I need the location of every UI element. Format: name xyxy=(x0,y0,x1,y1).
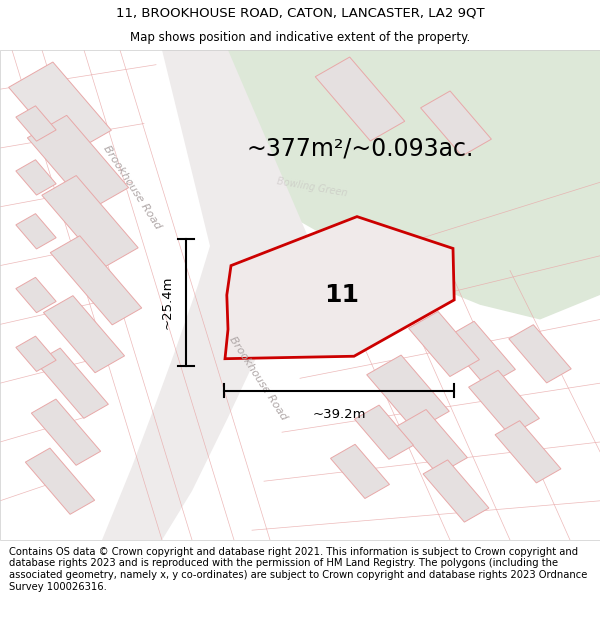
Polygon shape xyxy=(421,91,491,156)
Polygon shape xyxy=(423,460,489,522)
Polygon shape xyxy=(495,421,561,483)
Polygon shape xyxy=(16,106,56,141)
Text: ~25.4m: ~25.4m xyxy=(161,276,174,329)
Polygon shape xyxy=(509,325,571,383)
Text: 11: 11 xyxy=(325,283,359,307)
Polygon shape xyxy=(28,116,128,210)
Polygon shape xyxy=(50,236,142,325)
Polygon shape xyxy=(315,57,405,141)
Text: ~377m²/~0.093ac.: ~377m²/~0.093ac. xyxy=(247,136,473,160)
Polygon shape xyxy=(102,50,312,540)
Polygon shape xyxy=(445,321,515,386)
Polygon shape xyxy=(8,62,112,156)
Polygon shape xyxy=(42,176,138,268)
Polygon shape xyxy=(35,348,109,418)
Text: Bowling Green: Bowling Green xyxy=(276,176,348,198)
Polygon shape xyxy=(225,217,454,359)
Polygon shape xyxy=(16,214,56,249)
Text: Map shows position and indicative extent of the property.: Map shows position and indicative extent… xyxy=(130,31,470,44)
Polygon shape xyxy=(25,448,95,514)
Text: Brookhouse Road: Brookhouse Road xyxy=(227,334,289,422)
Polygon shape xyxy=(228,50,600,319)
Polygon shape xyxy=(331,444,389,499)
Polygon shape xyxy=(16,160,56,195)
Polygon shape xyxy=(367,355,449,431)
Polygon shape xyxy=(409,311,479,376)
Polygon shape xyxy=(31,399,101,466)
Text: Contains OS data © Crown copyright and database right 2021. This information is : Contains OS data © Crown copyright and d… xyxy=(9,547,587,592)
Polygon shape xyxy=(469,370,539,436)
Text: Brookhouse Road: Brookhouse Road xyxy=(101,144,163,231)
Polygon shape xyxy=(16,278,56,312)
Polygon shape xyxy=(397,409,467,474)
Text: 11, BROOKHOUSE ROAD, CATON, LANCASTER, LA2 9QT: 11, BROOKHOUSE ROAD, CATON, LANCASTER, L… xyxy=(116,6,484,19)
Text: ~39.2m: ~39.2m xyxy=(312,408,366,421)
Polygon shape xyxy=(355,405,413,459)
Polygon shape xyxy=(16,336,56,371)
Polygon shape xyxy=(43,296,125,372)
